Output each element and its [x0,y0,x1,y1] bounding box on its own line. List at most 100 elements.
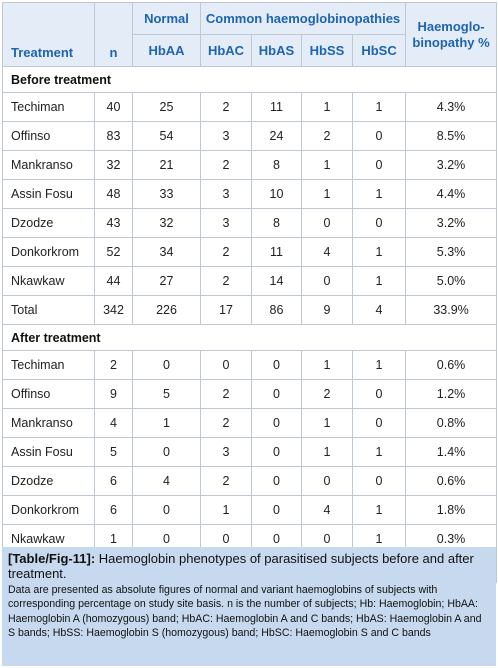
total-cell-hbac: 17 [200,295,252,325]
cell-hbaa: 0 [132,350,201,380]
cell-hbaa: 0 [132,437,201,467]
header-hbac: HbAC [200,34,252,67]
cell-n: 6 [94,466,133,496]
header-common-haemoglobinopathies: Common haemoglobinopathies [199,2,407,35]
cell-pct: 5.0% [405,266,498,296]
caption-title: Haemoglobin phenotypes of parasitised su… [8,551,474,581]
cell-hbac: 3 [200,179,252,209]
cell-pct: 3.2% [405,150,498,180]
cell-hbsc: 1 [351,237,407,267]
cell-hbac: 3 [200,437,252,467]
cell-hbss: 1 [301,408,353,438]
cell-pct: 5.3% [405,237,498,267]
cell-hbas: 0 [251,379,302,409]
cell-hbac: 0 [200,350,252,380]
cell-hbac: 2 [200,150,252,180]
cell-hbac: 3 [200,121,252,151]
total-cell-n: 342 [94,295,133,325]
cell-site: Donkorkrom [2,495,95,525]
total-cell-hbsc: 4 [351,295,407,325]
haemoglobin-table: Treatment n Normal Common haemoglobinopa… [1,2,498,583]
cell-n: 83 [94,121,133,151]
cell-hbaa: 54 [132,121,201,151]
cell-hbas: 0 [251,495,302,525]
cell-hbss: 4 [301,495,353,525]
cell-site: Assin Fosu [2,437,95,467]
cell-hbac: 2 [200,237,252,267]
cell-hbac: 2 [200,92,252,122]
cell-hbas: 24 [251,121,302,151]
header-n: n [94,2,133,67]
cell-n: 52 [94,237,133,267]
cell-hbsc: 0 [351,379,407,409]
cell-pct: 4.4% [405,179,498,209]
cell-site: Donkorkrom [2,237,95,267]
cell-n: 2 [94,350,133,380]
cell-hbss: 0 [301,266,353,296]
table-row: Assin Fosu 48 33 3 10 1 1 4.4% [2,179,498,209]
cell-hbss: 0 [301,466,353,496]
cell-pct: 0.6% [405,350,498,380]
cell-hbaa: 0 [132,495,201,525]
cell-pct: 1.2% [405,379,498,409]
table-row: Nkawkaw 44 27 2 14 0 1 5.0% [2,266,498,296]
cell-site: Dzodze [2,466,95,496]
cell-hbsc: 1 [351,350,407,380]
cell-hbss: 1 [301,350,353,380]
cell-n: 40 [94,92,133,122]
cell-hbss: 4 [301,237,353,267]
cell-hbaa: 32 [132,208,201,238]
cell-n: 48 [94,179,133,209]
total-cell-hbss: 9 [301,295,353,325]
cell-pct: 3.2% [405,208,498,238]
header-normal: Normal [132,2,201,35]
cell-site: Offinso [2,379,95,409]
cell-hbas: 0 [251,350,302,380]
cell-hbsc: 1 [351,266,407,296]
cell-hbas: 8 [251,208,302,238]
caption-note: Data are presented as absolute figures o… [8,584,438,611]
cell-hbac: 1 [200,495,252,525]
cell-site: Nkawkaw [2,266,95,296]
cell-hbss: 0 [301,208,353,238]
cell-pct: 1.8% [405,495,498,525]
cell-hbsc: 0 [351,466,407,496]
cell-hbas: 0 [251,408,302,438]
table-caption: [Table/Fig-11]: Haemoglobin phenotypes o… [2,547,496,666]
cell-hbsc: 0 [351,208,407,238]
table-row: Techiman 40 25 2 11 1 1 4.3% [2,92,498,122]
cell-n: 6 [94,495,133,525]
cell-pct: 0.8% [405,408,498,438]
cell-hbsc: 1 [351,92,407,122]
table-row: Dzodze 6 4 2 0 0 0 0.6% [2,466,498,496]
total-cell-hbas: 86 [251,295,302,325]
after-section-label: After treatment [1,324,498,351]
cell-hbss: 2 [301,379,353,409]
header-hbsc: HbSC [351,34,407,67]
cell-hbss: 1 [301,437,353,467]
cell-site: Offinso [2,121,95,151]
cell-n: 43 [94,208,133,238]
cell-site: Mankranso [2,150,95,180]
cell-hbaa: 1 [132,408,201,438]
total-row: Total 342 226 17 86 9 4 33.9% [2,295,498,325]
cell-hbaa: 34 [132,237,201,267]
cell-n: 5 [94,437,133,467]
header-treatment: Treatment [2,2,95,67]
cell-pct: 8.5% [405,121,498,151]
total-cell-site: Total [2,295,95,325]
cell-hbaa: 25 [132,92,201,122]
cell-pct: 4.3% [405,92,498,122]
table-row: Donkorkrom 6 0 1 0 4 1 1.8% [2,495,498,525]
before-section-label: Before treatment [1,66,498,93]
cell-n: 44 [94,266,133,296]
cell-hbsc: 1 [351,495,407,525]
table-row: Offinso 83 54 3 24 2 0 8.5% [2,121,498,151]
cell-hbas: 14 [251,266,302,296]
cell-hbsc: 0 [351,121,407,151]
cell-pct: 1.4% [405,437,498,467]
cell-hbaa: 33 [132,179,201,209]
table-row: Offinso 9 5 2 0 2 0 1.2% [2,379,498,409]
cell-hbas: 0 [251,437,302,467]
